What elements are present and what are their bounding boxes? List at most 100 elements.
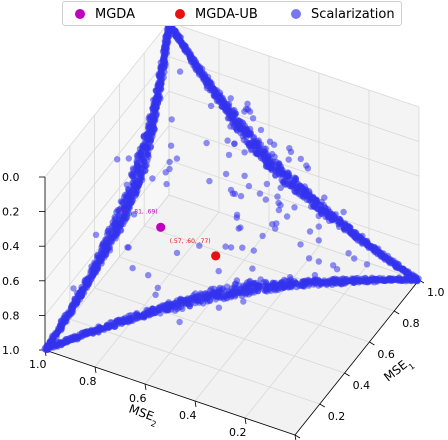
z-tick-label: 1.0 (2, 344, 20, 357)
y-tick (144, 383, 147, 391)
scalarization-point (325, 213, 332, 220)
scalarization-point (225, 151, 233, 159)
scalarization-point (266, 138, 274, 145)
scalarization-point (275, 206, 283, 214)
scalarization-point (274, 193, 281, 200)
grid-line (168, 56, 420, 142)
scalarization-point (106, 244, 114, 251)
scalarization-point (125, 155, 132, 162)
scalarization-point (261, 286, 268, 293)
scalarization-point (196, 242, 203, 249)
scalarization-point (257, 276, 264, 283)
scalarization-point (114, 156, 121, 163)
legend-marker-mgda-ub (175, 9, 185, 19)
scalarization-point (311, 271, 319, 279)
scalarization-point (235, 225, 242, 232)
scalarization-point (163, 180, 170, 188)
scalarization-point (273, 166, 280, 173)
scalarization-point (223, 103, 230, 111)
scalarization-point (154, 284, 161, 291)
scalarization-point (233, 214, 240, 221)
scalarization-point (345, 250, 352, 257)
scalarization-point (321, 194, 328, 201)
x-tick (344, 372, 350, 377)
grid-line (194, 245, 320, 402)
scalarization-point (203, 139, 210, 147)
scalarization-point (130, 211, 138, 218)
scalarization-point (297, 155, 304, 163)
scalarization-point (173, 249, 181, 257)
scalarization-point (145, 272, 152, 279)
scalarization-point (315, 237, 322, 244)
scalarization-point (243, 105, 250, 113)
scalarization-point (240, 289, 247, 296)
scalarization-point (229, 114, 237, 122)
floor-pane (45, 195, 419, 435)
scalarization-point (149, 175, 156, 182)
scalarization-point (215, 304, 223, 311)
legend-item-mgda: MGDA (75, 5, 135, 23)
scalarization-point (215, 267, 222, 275)
legend-item-mgda-ub: MGDA-UB (175, 5, 258, 23)
x-tick (393, 310, 400, 315)
z-tick-label: 0.0 (2, 171, 20, 184)
x-tick-label: 1.0 (427, 286, 445, 299)
mgda-ub-annotation: (.57, .60, .77) (170, 238, 211, 245)
mgda-ub-point (211, 251, 221, 261)
scalarization-point (286, 274, 294, 281)
scalarization-point (176, 318, 183, 326)
scalarization-point (305, 255, 313, 262)
scalarization-point (272, 225, 279, 232)
scalarization-point (206, 177, 213, 185)
scalarization-point (291, 204, 298, 211)
x-tick-label: 0.6 (377, 348, 395, 361)
scalarization-point (349, 279, 357, 286)
x-tick (319, 403, 326, 408)
scalarization-point (286, 145, 293, 152)
scalarization-point (315, 223, 322, 230)
legend-item-scalarization: Scalarization (291, 5, 395, 23)
scalarization-point (152, 291, 159, 298)
y-tick-label: 1.0 (29, 358, 47, 371)
legend-label-scalarization: Scalarization (311, 6, 395, 22)
grid-line (94, 287, 345, 374)
scalarization-point (241, 172, 248, 179)
y-tick (94, 366, 97, 374)
scalarization-point (333, 266, 341, 273)
scalarization-point (265, 164, 273, 171)
scalarization-point (262, 196, 269, 203)
grid-line (168, 125, 420, 212)
scalarization-point (283, 213, 291, 220)
grid-line (168, 194, 420, 281)
scalarization-point (285, 156, 292, 163)
scalarization-point (245, 283, 252, 290)
legend-marker-mgda (75, 9, 85, 19)
scalarization-point (123, 181, 131, 188)
scalarization-point (330, 262, 337, 269)
scalarization-point (240, 298, 247, 305)
legend-label-mgda: MGDA (95, 6, 135, 22)
back-left-pane (45, 22, 169, 350)
tick-labels: 0.00.00.20.20.40.40.60.60.80.81.01.00.00… (2, 171, 445, 439)
scalarization-point (249, 115, 257, 122)
scalarization-point (162, 169, 169, 176)
scalarization-point (246, 277, 254, 285)
z-tick-label: 0.4 (2, 240, 20, 253)
legend: MGDA MGDA-UB Scalarization (62, 1, 402, 26)
mgda-annotation: (.55, .81, .69) (117, 208, 158, 215)
grid-line (44, 21, 170, 178)
scalarization-point (245, 182, 253, 190)
scalarization-point (166, 158, 173, 166)
z-tick-label: 0.2 (2, 206, 20, 219)
scalarization-point (231, 190, 239, 197)
grid-line (244, 262, 370, 419)
scalarization-point (244, 100, 251, 108)
scalarization-point (303, 162, 310, 169)
z-tick-label: 0.6 (2, 275, 20, 288)
z-tick-label: 0.8 (2, 309, 20, 322)
scalarization-point (176, 68, 184, 75)
grid-line (44, 56, 170, 212)
y-axis-label: MSE2 (126, 402, 161, 429)
scalarization-point (222, 243, 229, 250)
